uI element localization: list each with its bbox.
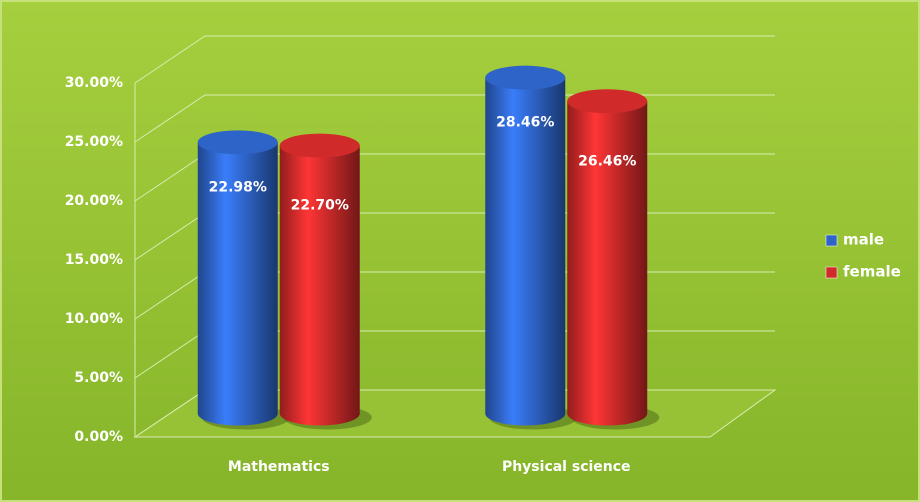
y-tick-label: 0.00% bbox=[74, 429, 123, 445]
bar bbox=[567, 89, 660, 430]
y-tick-label: 10.00% bbox=[65, 311, 123, 327]
y-tick-label: 15.00% bbox=[65, 252, 123, 268]
bar bbox=[197, 130, 290, 430]
x-tick-label: Physical science bbox=[502, 459, 631, 475]
value-label: 28.46% bbox=[496, 115, 554, 131]
y-tick-label: 25.00% bbox=[65, 134, 123, 150]
bar-body bbox=[279, 145, 360, 426]
y-tick-label: 5.00% bbox=[74, 370, 123, 386]
bar bbox=[279, 133, 372, 430]
bar-top bbox=[485, 65, 566, 90]
bar bbox=[485, 65, 578, 430]
legend-swatch bbox=[825, 234, 838, 247]
bar-top bbox=[567, 89, 648, 114]
value-label: 26.46% bbox=[578, 153, 636, 169]
bar-top bbox=[279, 133, 360, 158]
value-label: 22.98% bbox=[209, 179, 267, 195]
bar-body bbox=[485, 77, 566, 426]
legend-label: female bbox=[843, 263, 901, 281]
grid-line bbox=[134, 35, 775, 84]
x-tick-label: Mathematics bbox=[228, 459, 330, 475]
legend-label: male bbox=[843, 231, 884, 249]
bar-top bbox=[197, 130, 278, 155]
value-label: 22.70% bbox=[291, 198, 349, 214]
y-tick-label: 30.00% bbox=[65, 75, 123, 91]
legend-swatch bbox=[825, 266, 838, 279]
bar-body bbox=[567, 101, 648, 426]
y-tick-label: 20.00% bbox=[65, 193, 123, 209]
bar-body bbox=[197, 142, 278, 426]
